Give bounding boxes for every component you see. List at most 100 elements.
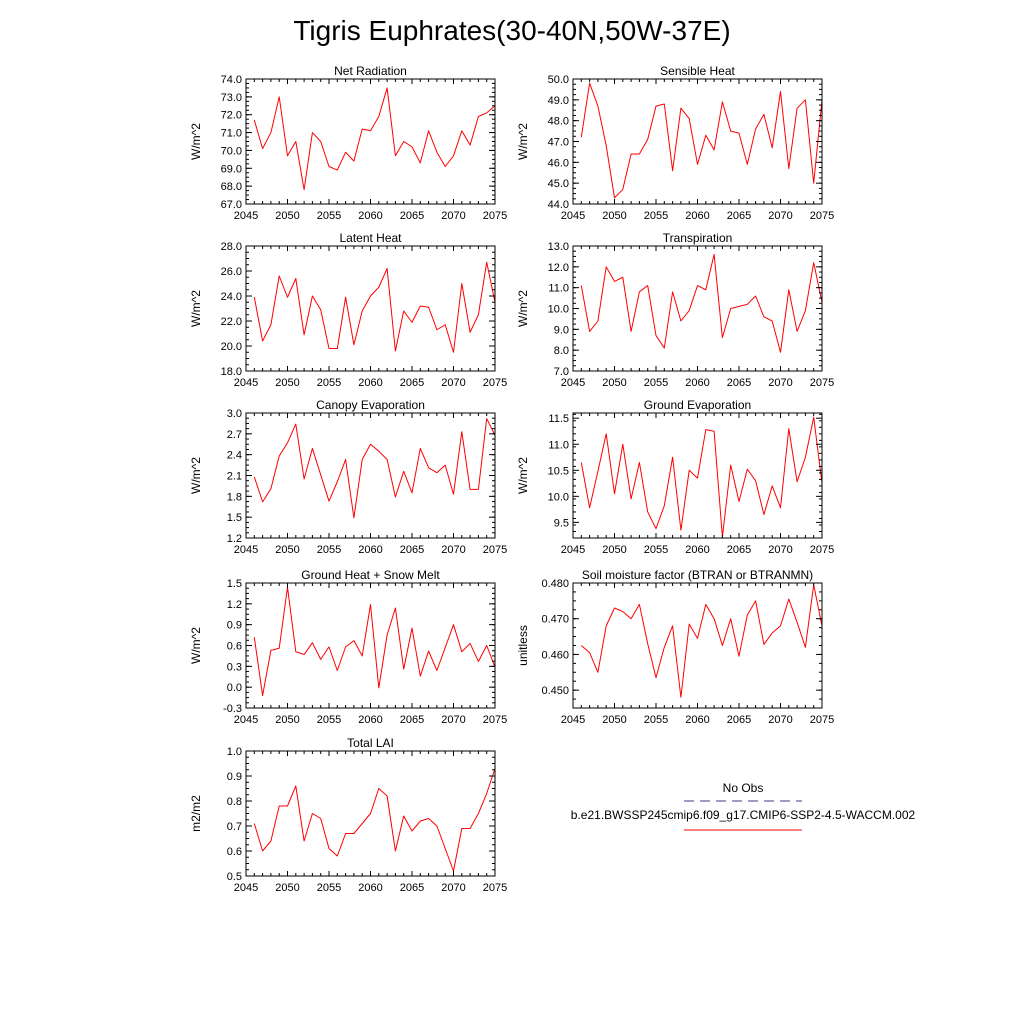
x-tick-label: 2045 bbox=[561, 210, 585, 222]
y-tick-label: 45.0 bbox=[548, 178, 569, 190]
series-line bbox=[580, 253, 823, 353]
panel-7: 2045 2050 2055 2060 2065 2070 2075 0.450 0.460 0.… bbox=[516, 568, 834, 726]
x-tick-label: 2045 bbox=[234, 210, 258, 222]
x-tick-label: 2070 bbox=[768, 544, 792, 556]
y-tick-label: 1.0 bbox=[227, 746, 242, 758]
legend-case-label: b.e21.BWSSP245cmip6.f09_g17.CMIP6-SSP2-4… bbox=[571, 808, 916, 822]
x-tick-label: 2065 bbox=[727, 544, 751, 556]
y-tick-label: 7.0 bbox=[554, 366, 569, 378]
y-axis-label: W/m^2 bbox=[189, 627, 203, 664]
y-tick-label: 48.0 bbox=[548, 116, 569, 128]
series-line bbox=[253, 768, 496, 872]
y-tick-label: 0.6 bbox=[227, 846, 242, 858]
y-tick-label: -0.3 bbox=[223, 703, 242, 715]
x-tick-label: 2050 bbox=[275, 714, 299, 726]
x-tick-label: 2075 bbox=[483, 714, 507, 726]
x-tick-label: 2065 bbox=[727, 210, 751, 222]
x-tick-label: 2060 bbox=[358, 882, 382, 894]
y-tick-label: 1.5 bbox=[227, 512, 242, 524]
y-axis-label: W/m^2 bbox=[189, 290, 203, 327]
x-tick-label: 2075 bbox=[810, 377, 834, 389]
x-tick-label: 2045 bbox=[234, 377, 258, 389]
plot-frame bbox=[572, 78, 823, 205]
x-tick-label: 2065 bbox=[727, 714, 751, 726]
y-tick-label: 28.0 bbox=[221, 241, 242, 253]
y-tick-label: 2.7 bbox=[227, 429, 242, 441]
y-tick-label: 10.5 bbox=[548, 465, 569, 477]
x-tick-label: 2045 bbox=[234, 882, 258, 894]
x-tick-label: 2065 bbox=[400, 714, 424, 726]
y-tick-label: 49.0 bbox=[548, 95, 569, 107]
y-tick-label: 0.8 bbox=[227, 796, 242, 808]
x-tick-label: 2055 bbox=[317, 882, 341, 894]
y-tick-label: 73.0 bbox=[221, 92, 242, 104]
y-tick-label: 11.0 bbox=[548, 439, 569, 451]
panels: 2045 2050 2055 2060 2065 2070 2075 67.0 68.0 69.0… bbox=[189, 64, 834, 894]
x-tick-label: 2050 bbox=[275, 210, 299, 222]
y-tick-label: 9.0 bbox=[554, 324, 569, 336]
y-axis-label: m2/m2 bbox=[189, 795, 203, 832]
plot-frame bbox=[245, 245, 496, 372]
y-tick-label: 11.5 bbox=[548, 413, 569, 425]
x-tick-label: 2050 bbox=[602, 377, 626, 389]
x-tick-label: 2045 bbox=[234, 544, 258, 556]
y-axis-label: W/m^2 bbox=[189, 123, 203, 160]
series-line bbox=[580, 416, 823, 538]
y-tick-label: 0.0 bbox=[227, 682, 242, 694]
y-tick-label: 0.450 bbox=[541, 685, 569, 697]
x-tick-label: 2050 bbox=[602, 544, 626, 556]
panel-3: 2045 2050 2055 2060 2065 2070 2075 7.0 8.0 9.0 10.… bbox=[516, 231, 834, 389]
x-tick-label: 2070 bbox=[768, 210, 792, 222]
y-tick-label: 26.0 bbox=[221, 266, 242, 278]
x-tick-label: 2055 bbox=[317, 210, 341, 222]
y-tick-label: 8.0 bbox=[554, 345, 569, 357]
y-tick-label: 70.0 bbox=[221, 145, 242, 157]
x-tick-label: 2050 bbox=[275, 882, 299, 894]
x-tick-label: 2055 bbox=[317, 377, 341, 389]
series-line bbox=[580, 584, 823, 698]
panel-8: 2045 2050 2055 2060 2065 2070 2075 0.5 0.6 0.7 0.8… bbox=[189, 736, 507, 894]
x-tick-label: 2075 bbox=[483, 882, 507, 894]
y-tick-label: 0.5 bbox=[227, 871, 242, 883]
x-tick-label: 2050 bbox=[275, 544, 299, 556]
y-axis-label: W/m^2 bbox=[516, 457, 530, 494]
y-tick-label: 74.0 bbox=[221, 74, 242, 86]
series-line bbox=[253, 418, 496, 519]
y-tick-label: 2.1 bbox=[227, 471, 242, 483]
y-tick-label: 1.2 bbox=[227, 599, 242, 611]
y-tick-label: 44.0 bbox=[548, 199, 569, 211]
series-line bbox=[580, 82, 823, 199]
x-tick-label: 2070 bbox=[441, 544, 465, 556]
panel-title: Total LAI bbox=[347, 736, 394, 750]
panel-6: 2045 2050 2055 2060 2065 2070 2075 -0.3 0.0 0.3 0.… bbox=[189, 568, 507, 726]
y-tick-label: 1.8 bbox=[227, 491, 242, 503]
x-tick-label: 2065 bbox=[400, 210, 424, 222]
plot-frame bbox=[572, 245, 823, 372]
y-tick-label: 1.2 bbox=[227, 533, 242, 545]
plot-frame bbox=[245, 78, 496, 205]
x-tick-label: 2075 bbox=[483, 377, 507, 389]
x-tick-label: 2065 bbox=[727, 377, 751, 389]
x-tick-label: 2065 bbox=[400, 882, 424, 894]
plot-frame bbox=[572, 582, 823, 709]
y-tick-label: 71.0 bbox=[221, 128, 242, 140]
x-tick-label: 2055 bbox=[317, 714, 341, 726]
y-axis-label: W/m^2 bbox=[189, 457, 203, 494]
y-tick-label: 10.0 bbox=[548, 304, 569, 316]
x-tick-label: 2075 bbox=[483, 210, 507, 222]
x-tick-label: 2070 bbox=[441, 377, 465, 389]
y-tick-label: 13.0 bbox=[548, 241, 569, 253]
panel-title: Transpiration bbox=[663, 231, 733, 245]
x-tick-label: 2060 bbox=[685, 714, 709, 726]
panel-1: 2045 2050 2055 2060 2065 2070 2075 44.0 45.0 46.0… bbox=[516, 64, 834, 222]
x-tick-label: 2060 bbox=[685, 544, 709, 556]
x-tick-label: 2075 bbox=[810, 544, 834, 556]
y-tick-label: 18.0 bbox=[221, 366, 242, 378]
panel-title: Soil moisture factor (BTRAN or BTRANMN) bbox=[582, 568, 813, 582]
x-tick-label: 2045 bbox=[561, 714, 585, 726]
x-tick-label: 2065 bbox=[400, 377, 424, 389]
y-tick-label: 20.0 bbox=[221, 341, 242, 353]
x-tick-label: 2055 bbox=[644, 210, 668, 222]
x-tick-label: 2070 bbox=[768, 377, 792, 389]
